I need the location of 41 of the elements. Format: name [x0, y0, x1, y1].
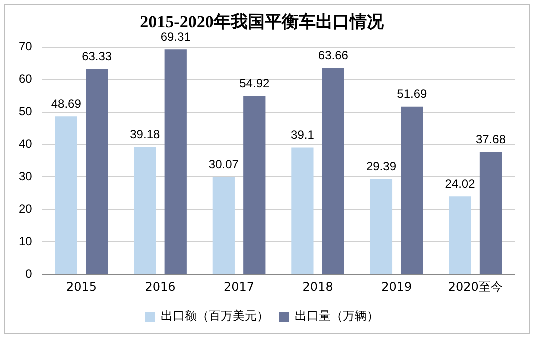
bar — [244, 96, 266, 274]
data-label: 24.02 — [445, 176, 476, 191]
y-tick-label: 0 — [26, 266, 33, 281]
x-tick-label: 2018 — [302, 280, 334, 294]
bar — [322, 68, 344, 274]
bar — [164, 50, 187, 274]
data-label: 69.31 — [160, 30, 192, 44]
x-tick-label: 2017 — [224, 280, 255, 294]
data-label: 39.18 — [130, 128, 160, 142]
y-tick-label: 60 — [18, 72, 33, 86]
x-tick-label: 2019 — [382, 280, 412, 294]
bar — [212, 177, 235, 274]
x-tick-label: 2020至今 — [448, 280, 503, 294]
data-label: 63.66 — [318, 48, 349, 62]
y-tick-label: 10 — [18, 234, 33, 248]
bar — [55, 116, 78, 274]
data-label: 39.1 — [291, 128, 315, 142]
legend-label: 出口量（万辆） — [295, 309, 379, 324]
bar — [134, 147, 156, 274]
data-label: 48.69 — [51, 96, 82, 111]
y-tick-label: 20 — [18, 202, 33, 216]
bar — [449, 196, 472, 274]
chart-title: 2015-2020年我国平衡车出口情况 — [140, 12, 385, 32]
y-tick-label: 30 — [18, 170, 33, 184]
y-tick-label: 40 — [18, 137, 33, 152]
x-tick-label: 2016 — [145, 280, 176, 294]
bar — [480, 152, 502, 274]
data-label: 54.92 — [240, 76, 270, 91]
data-label: 29.39 — [366, 160, 397, 174]
data-label: 30.07 — [208, 157, 240, 172]
data-label: 51.69 — [397, 87, 428, 102]
data-label: 63.33 — [82, 49, 112, 64]
data-label: 37.68 — [476, 132, 506, 147]
bar — [292, 148, 314, 274]
y-tick-label: 50 — [18, 104, 33, 119]
y-tick-label: 70 — [18, 40, 33, 54]
bar — [401, 106, 424, 274]
bar — [370, 179, 393, 274]
bar — [86, 69, 108, 274]
x-tick-label: 2015 — [66, 280, 98, 294]
legend-label: 出口额（百万美元） — [161, 309, 269, 324]
